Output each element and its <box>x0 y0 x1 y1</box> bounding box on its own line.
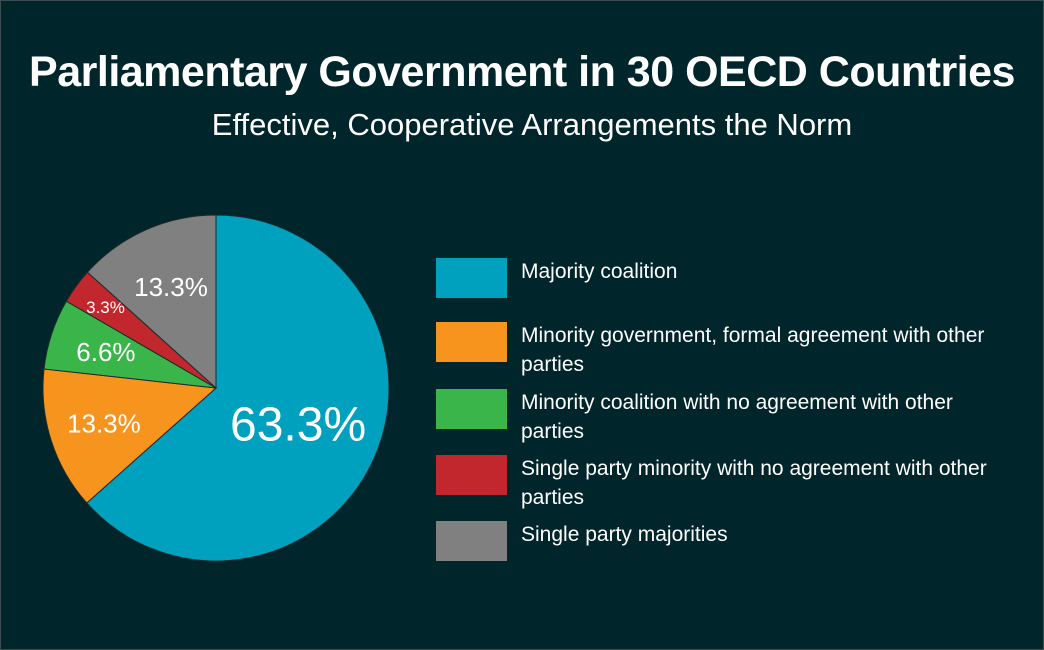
legend-label-5: Single party majorities <box>521 523 728 546</box>
legend-label-4: Single party minority with no agreement … <box>521 457 987 509</box>
pie-slice-1 <box>86 214 390 562</box>
slice-label-1: 63.3% <box>230 398 366 451</box>
legend-item-3: Minority coalition with no agreement wit… <box>436 389 1036 449</box>
legend-swatch-5 <box>436 521 507 561</box>
slice-label-3: 6.6% <box>76 337 135 367</box>
legend-label-3: Minority coalition with no agreement wit… <box>521 391 953 443</box>
legend-item-5: Single party majorities <box>436 521 1036 581</box>
legend-item-1: Majority coalition <box>436 258 1036 318</box>
legend-swatch-3 <box>436 389 507 429</box>
legend-item-4: Single party minority with no agreement … <box>436 455 1036 515</box>
chart-title: Parliamentary Government in 30 OECD Coun… <box>29 48 1015 96</box>
legend-label-1: Majority coalition <box>521 260 678 283</box>
pie-slice-5 <box>86 214 217 390</box>
slice-label-2: 13.3% <box>67 409 141 439</box>
slice-label-5: 13.3% <box>134 272 208 302</box>
legend-label-2: Minority government, formal agreement wi… <box>521 324 985 376</box>
pie-slice-2 <box>42 368 218 504</box>
legend-item-2: Minority government, formal agreement wi… <box>436 322 1036 382</box>
legend-swatch-1 <box>436 258 507 298</box>
slice-label-4: 3.3% <box>86 298 125 317</box>
legend-swatch-4 <box>436 455 507 495</box>
chart-subtitle: Effective, Cooperative Arrangements the … <box>211 107 853 142</box>
legend-swatch-2 <box>436 322 507 362</box>
